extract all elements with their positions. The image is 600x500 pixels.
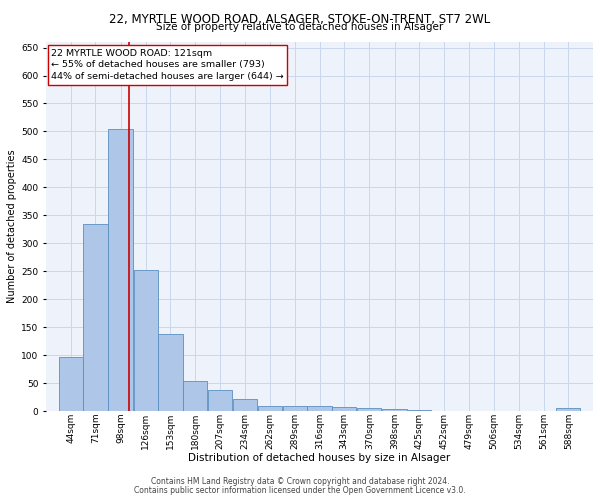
Y-axis label: Number of detached properties: Number of detached properties	[7, 150, 17, 304]
Bar	[382, 410, 407, 411]
Text: Contains public sector information licensed under the Open Government Licence v3: Contains public sector information licen…	[134, 486, 466, 495]
Bar	[183, 382, 207, 411]
Bar	[233, 399, 257, 411]
Bar	[109, 128, 133, 411]
Text: Contains HM Land Registry data © Crown copyright and database right 2024.: Contains HM Land Registry data © Crown c…	[151, 477, 449, 486]
Bar	[332, 407, 356, 411]
Text: 22, MYRTLE WOOD ROAD, ALSAGER, STOKE-ON-TRENT, ST7 2WL: 22, MYRTLE WOOD ROAD, ALSAGER, STOKE-ON-…	[109, 12, 491, 26]
Bar	[307, 406, 332, 411]
Bar	[457, 410, 481, 411]
Text: Size of property relative to detached houses in Alsager: Size of property relative to detached ho…	[157, 22, 443, 32]
Bar	[59, 357, 83, 411]
Bar	[134, 270, 158, 411]
Bar	[258, 406, 282, 411]
Bar	[158, 334, 182, 411]
Bar	[407, 410, 431, 411]
Bar	[208, 390, 232, 411]
Text: 22 MYRTLE WOOD ROAD: 121sqm
← 55% of detached houses are smaller (793)
44% of se: 22 MYRTLE WOOD ROAD: 121sqm ← 55% of det…	[51, 48, 284, 82]
X-axis label: Distribution of detached houses by size in Alsager: Distribution of detached houses by size …	[188, 453, 451, 463]
Bar	[83, 224, 107, 411]
Bar	[432, 410, 456, 411]
Bar	[283, 406, 307, 411]
Bar	[556, 408, 580, 411]
Bar	[357, 408, 382, 411]
